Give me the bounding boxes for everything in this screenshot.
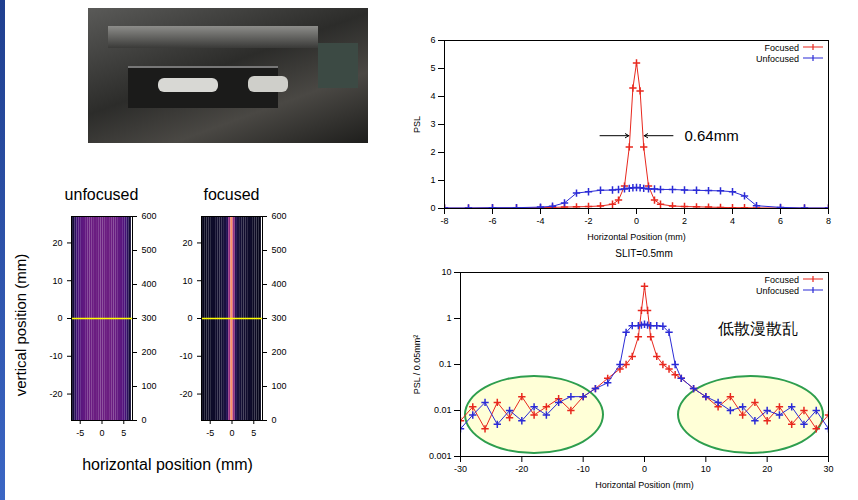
svg-text:6: 6 [430, 35, 435, 45]
html-text:horizontal position (mm): horizontal position (mm) [82, 456, 253, 473]
svg-text:1: 1 [430, 175, 435, 185]
svg-text:-30: -30 [454, 464, 467, 474]
svg-text:0: 0 [229, 428, 234, 438]
html-text:unfocused: unfocused [64, 186, 139, 203]
html-text:SLIT=0.5mm: SLIT=0.5mm [615, 248, 673, 259]
svg-text:0: 0 [99, 428, 104, 438]
svg-text:5: 5 [121, 428, 126, 438]
svg-text:0.01: 0.01 [434, 405, 452, 415]
svg-text:5: 5 [430, 63, 435, 73]
svg-text:500: 500 [142, 245, 157, 255]
svg-text:Horizontal Position (mm): Horizontal Position (mm) [587, 232, 686, 242]
html-text:vertical position (mm): vertical position (mm) [11, 253, 29, 397]
svg-text:10: 10 [52, 276, 62, 286]
svg-text:20: 20 [52, 238, 62, 248]
svg-text:0: 0 [57, 313, 62, 323]
svg-text:-6: -6 [488, 216, 496, 226]
svg-text:0: 0 [642, 464, 647, 474]
svg-text:200: 200 [142, 347, 157, 357]
svg-text:30: 30 [823, 464, 833, 474]
svg-text:0: 0 [430, 203, 435, 213]
svg-text:0.001: 0.001 [429, 451, 452, 461]
svg-text:0: 0 [272, 415, 277, 425]
svg-text:-4: -4 [536, 216, 544, 226]
svg-text:0: 0 [187, 313, 192, 323]
svg-text:5: 5 [251, 428, 256, 438]
svg-text:300: 300 [142, 313, 157, 323]
svg-text:10: 10 [701, 464, 711, 474]
svg-text:600: 600 [272, 211, 287, 221]
svg-text:4: 4 [430, 91, 435, 101]
svg-text:低散漫散乱: 低散漫散乱 [718, 320, 798, 337]
svg-text:10: 10 [182, 276, 192, 286]
svg-text:1: 1 [446, 313, 451, 323]
svg-text:0.1: 0.1 [439, 359, 452, 369]
svg-text:Horizontal Position (mm): Horizontal Position (mm) [595, 480, 694, 490]
html-text:Focused: Focused [764, 43, 799, 53]
html-text:Unfocused: Unfocused [756, 286, 799, 296]
svg-text:4: 4 [730, 216, 735, 226]
svg-text:-2: -2 [584, 216, 592, 226]
svg-text:0: 0 [142, 415, 147, 425]
svg-text:10: 10 [441, 267, 451, 277]
svg-text:0: 0 [634, 216, 639, 226]
svg-text:400: 400 [272, 279, 287, 289]
svg-text:200: 200 [272, 347, 287, 357]
svg-text:6: 6 [778, 216, 783, 226]
svg-text:0.64mm: 0.64mm [685, 127, 739, 144]
svg-text:500: 500 [272, 245, 287, 255]
svg-text:-20: -20 [179, 389, 192, 399]
svg-text:PSL / 0.05mm²: PSL / 0.05mm² [412, 335, 422, 395]
html-text:Unfocused: Unfocused [756, 54, 799, 64]
svg-text:20: 20 [182, 238, 192, 248]
svg-text:-20: -20 [49, 389, 62, 399]
svg-text:400: 400 [142, 279, 157, 289]
svg-text:-20: -20 [515, 464, 528, 474]
html-text:Focused: Focused [764, 275, 799, 285]
svg-text:-10: -10 [179, 351, 192, 361]
svg-text:100: 100 [142, 381, 157, 391]
svg-text:-10: -10 [577, 464, 590, 474]
svg-text:-10: -10 [49, 351, 62, 361]
svg-text:-5: -5 [76, 428, 84, 438]
svg-text:-5: -5 [206, 428, 214, 438]
svg-text:3: 3 [430, 119, 435, 129]
svg-text:2: 2 [682, 216, 687, 226]
svg-text:600: 600 [142, 211, 157, 221]
svg-text:100: 100 [272, 381, 287, 391]
svg-text:8: 8 [826, 216, 831, 226]
svg-text:PSL: PSL [412, 116, 422, 133]
svg-text:2: 2 [430, 147, 435, 157]
svg-text:300: 300 [272, 313, 287, 323]
svg-text:20: 20 [762, 464, 772, 474]
svg-text:-8: -8 [440, 216, 448, 226]
html-text:focused: focused [203, 186, 260, 203]
